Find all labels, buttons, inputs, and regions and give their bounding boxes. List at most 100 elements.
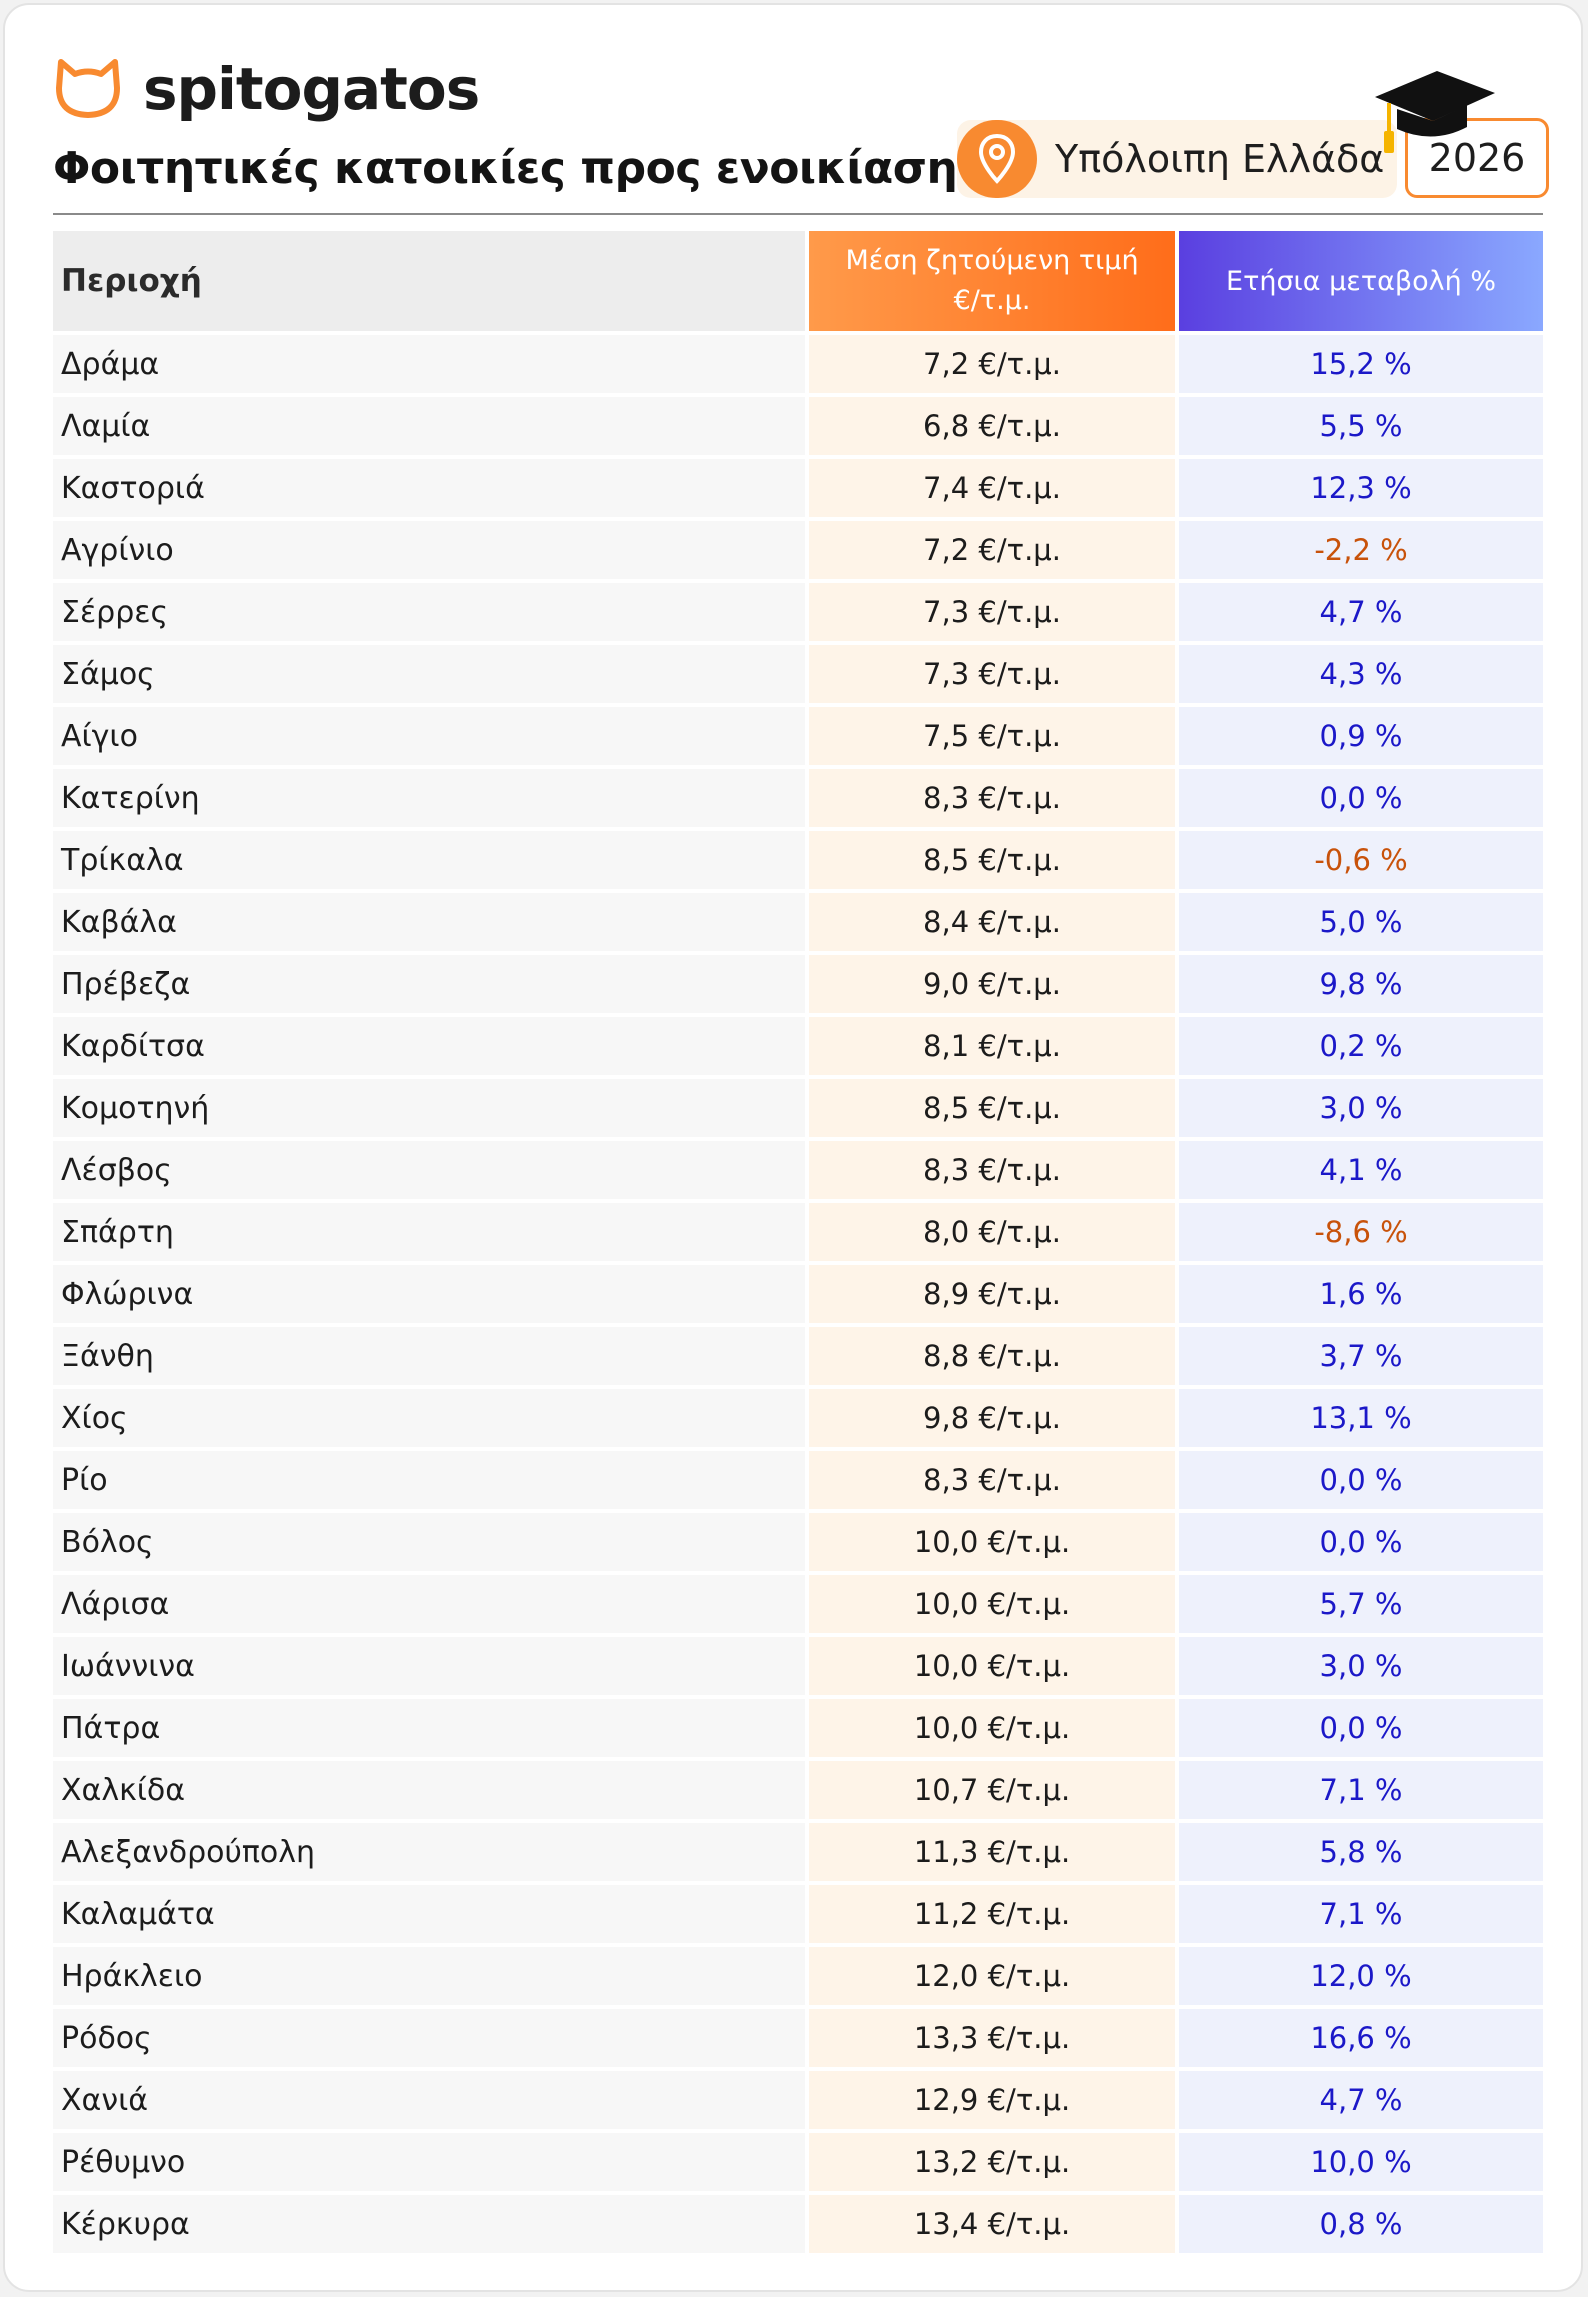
cell-price: 11,2 €/τ.μ. <box>809 1885 1175 1943</box>
cell-price: 10,7 €/τ.μ. <box>809 1761 1175 1819</box>
table-row: Βόλος 10,0 €/τ.μ. 0,0 % <box>53 1513 1543 1571</box>
year-badge: 2026 <box>1405 118 1549 198</box>
cell-change: 7,1 % <box>1179 1885 1543 1943</box>
cell-change: 15,2 % <box>1179 335 1543 393</box>
table-row: Κομοτηνή 8,5 €/τ.μ. 3,0 % <box>53 1079 1543 1137</box>
table-row: Λάρισα 10,0 €/τ.μ. 5,7 % <box>53 1575 1543 1633</box>
table-row: Αγρίνιο 7,2 €/τ.μ. -2,2 % <box>53 521 1543 579</box>
table-row: Πρέβεζα 9,0 €/τ.μ. 9,8 % <box>53 955 1543 1013</box>
cell-region: Χίος <box>53 1389 805 1447</box>
cell-region: Κομοτηνή <box>53 1079 805 1137</box>
table-row: Ηράκλειο 12,0 €/τ.μ. 12,0 % <box>53 1947 1543 2005</box>
cell-region: Κέρκυρα <box>53 2195 805 2253</box>
cell-change: 5,0 % <box>1179 893 1543 951</box>
table-row: Κέρκυρα 13,4 €/τ.μ. 0,8 % <box>53 2195 1543 2253</box>
cell-region: Αίγιο <box>53 707 805 765</box>
cell-change: 3,0 % <box>1179 1637 1543 1695</box>
table-row: Φλώρινα 8,9 €/τ.μ. 1,6 % <box>53 1265 1543 1323</box>
table-row: Αλεξανδρούπολη 11,3 €/τ.μ. 5,8 % <box>53 1823 1543 1881</box>
cell-change: 0,0 % <box>1179 769 1543 827</box>
cell-change: 12,0 % <box>1179 1947 1543 2005</box>
cat-logo-icon <box>56 59 120 118</box>
cell-region: Λάρισα <box>53 1575 805 1633</box>
cell-price: 9,8 €/τ.μ. <box>809 1389 1175 1447</box>
cell-price: 8,5 €/τ.μ. <box>809 1079 1175 1137</box>
cell-region: Σπάρτη <box>53 1203 805 1261</box>
cell-region: Ξάνθη <box>53 1327 805 1385</box>
table-row: Σάμος 7,3 €/τ.μ. 4,3 % <box>53 645 1543 703</box>
header-change: Ετήσια μεταβολή % <box>1179 231 1543 331</box>
cell-price: 8,3 €/τ.μ. <box>809 1451 1175 1509</box>
cell-price: 9,0 €/τ.μ. <box>809 955 1175 1013</box>
cell-price: 7,3 €/τ.μ. <box>809 645 1175 703</box>
cell-price: 12,9 €/τ.μ. <box>809 2071 1175 2129</box>
cell-change: 13,1 % <box>1179 1389 1543 1447</box>
table-row: Ξάνθη 8,8 €/τ.μ. 3,7 % <box>53 1327 1543 1385</box>
cell-region: Σάμος <box>53 645 805 703</box>
table-row: Τρίκαλα 8,5 €/τ.μ. -0,6 % <box>53 831 1543 889</box>
cell-price: 8,4 €/τ.μ. <box>809 893 1175 951</box>
cell-change: 0,0 % <box>1179 1513 1543 1571</box>
cell-price: 12,0 €/τ.μ. <box>809 1947 1175 2005</box>
cell-region: Ηράκλειο <box>53 1947 805 2005</box>
cell-price: 7,5 €/τ.μ. <box>809 707 1175 765</box>
cell-price: 13,2 €/τ.μ. <box>809 2133 1175 2191</box>
cell-change: 4,3 % <box>1179 645 1543 703</box>
cell-region: Φλώρινα <box>53 1265 805 1323</box>
cell-price: 8,3 €/τ.μ. <box>809 1141 1175 1199</box>
cell-change: 9,8 % <box>1179 955 1543 1013</box>
table-row: Χίος 9,8 €/τ.μ. 13,1 % <box>53 1389 1543 1447</box>
cell-change: 3,7 % <box>1179 1327 1543 1385</box>
cell-region: Ιωάννινα <box>53 1637 805 1695</box>
cell-price: 7,2 €/τ.μ. <box>809 335 1175 393</box>
cell-change: 5,7 % <box>1179 1575 1543 1633</box>
cell-price: 8,8 €/τ.μ. <box>809 1327 1175 1385</box>
cell-price: 7,2 €/τ.μ. <box>809 521 1175 579</box>
cell-price: 10,0 €/τ.μ. <box>809 1575 1175 1633</box>
cell-change: 10,0 % <box>1179 2133 1543 2191</box>
cell-price: 8,1 €/τ.μ. <box>809 1017 1175 1075</box>
cell-change: 4,7 % <box>1179 2071 1543 2129</box>
cell-region: Αγρίνιο <box>53 521 805 579</box>
cell-change: -0,6 % <box>1179 831 1543 889</box>
cell-price: 13,3 €/τ.μ. <box>809 2009 1175 2067</box>
cell-region: Ρίο <box>53 1451 805 1509</box>
cell-change: -8,6 % <box>1179 1203 1543 1261</box>
price-table: Περιοχή Μέση ζητούμενη τιμή €/τ.μ. Ετήσι… <box>53 231 1543 2257</box>
region-label: Υπόλοιπη Ελλάδα <box>1055 137 1385 181</box>
table-header: Περιοχή Μέση ζητούμενη τιμή €/τ.μ. Ετήσι… <box>53 231 1543 331</box>
cell-change: -2,2 % <box>1179 521 1543 579</box>
table-row: Πάτρα 10,0 €/τ.μ. 0,0 % <box>53 1699 1543 1757</box>
table-row: Σέρρες 7,3 €/τ.μ. 4,7 % <box>53 583 1543 641</box>
table-row: Δράμα 7,2 €/τ.μ. 15,2 % <box>53 335 1543 393</box>
header-price: Μέση ζητούμενη τιμή €/τ.μ. <box>809 231 1175 331</box>
cell-price: 8,9 €/τ.μ. <box>809 1265 1175 1323</box>
cell-price: 8,5 €/τ.μ. <box>809 831 1175 889</box>
table-row: Καστοριά 7,4 €/τ.μ. 12,3 % <box>53 459 1543 517</box>
table-row: Καβάλα 8,4 €/τ.μ. 5,0 % <box>53 893 1543 951</box>
cell-region: Τρίκαλα <box>53 831 805 889</box>
cell-region: Σέρρες <box>53 583 805 641</box>
cell-change: 0,9 % <box>1179 707 1543 765</box>
cell-price: 13,4 €/τ.μ. <box>809 2195 1175 2253</box>
table-row: Κατερίνη 8,3 €/τ.μ. 0,0 % <box>53 769 1543 827</box>
cell-region: Ρόδος <box>53 2009 805 2067</box>
cell-change: 0,2 % <box>1179 1017 1543 1075</box>
cell-change: 5,8 % <box>1179 1823 1543 1881</box>
cell-change: 0,0 % <box>1179 1699 1543 1757</box>
header-divider <box>53 213 1543 215</box>
cell-region: Λαμία <box>53 397 805 455</box>
cell-region: Χανιά <box>53 2071 805 2129</box>
table-row: Σπάρτη 8,0 €/τ.μ. -8,6 % <box>53 1203 1543 1261</box>
page-title: Φοιτητικές κατοικίες προς ενοικίαση <box>53 143 958 194</box>
cell-change: 7,1 % <box>1179 1761 1543 1819</box>
cell-region: Αλεξανδρούπολη <box>53 1823 805 1881</box>
cell-region: Δράμα <box>53 335 805 393</box>
cell-price: 8,0 €/τ.μ. <box>809 1203 1175 1261</box>
cell-change: 12,3 % <box>1179 459 1543 517</box>
cell-region: Κατερίνη <box>53 769 805 827</box>
location-pin-icon <box>957 120 1037 198</box>
cell-price: 10,0 €/τ.μ. <box>809 1513 1175 1571</box>
table-row: Ρόδος 13,3 €/τ.μ. 16,6 % <box>53 2009 1543 2067</box>
cell-price: 8,3 €/τ.μ. <box>809 769 1175 827</box>
